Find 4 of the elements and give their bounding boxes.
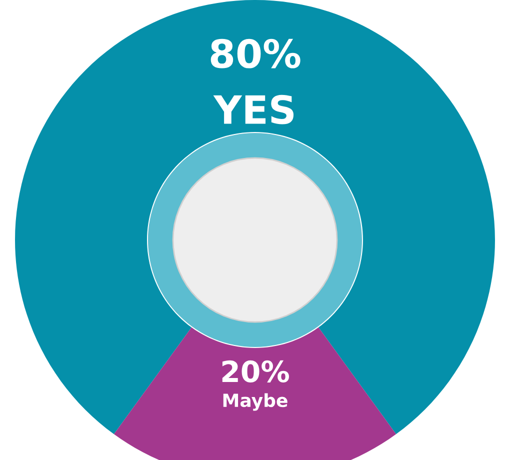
slice-label: Maybe [223,393,288,411]
data-label: 20% [222,360,289,382]
data-label: 80% [210,38,300,68]
slice-label: YES [213,94,294,124]
